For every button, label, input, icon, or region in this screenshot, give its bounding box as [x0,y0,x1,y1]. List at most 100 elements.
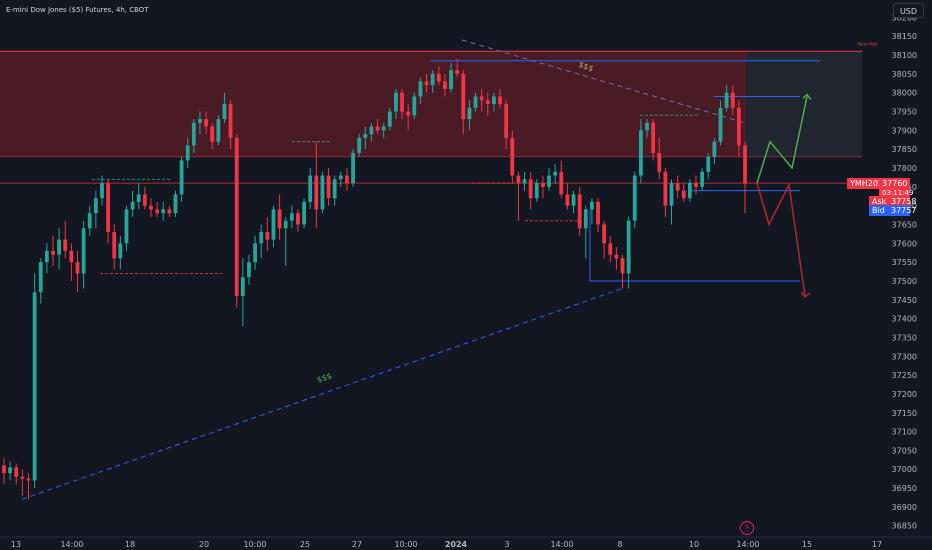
bearish-arrowhead [800,291,811,298]
candle-body [100,183,104,199]
candle-body [277,209,282,229]
candle-body [418,81,423,97]
candle-body [185,145,190,161]
new-high-label: New High [858,42,878,47]
candle-body [479,96,484,101]
supply-zone [0,51,746,157]
candle-body [369,126,374,135]
candle-body [8,467,13,473]
candle-body [51,250,55,255]
bearish-projection [756,182,806,297]
candle-body [681,190,686,199]
candle-body [534,183,539,199]
x-tick-label: 14:00 [550,540,573,549]
candle-body [632,175,637,221]
candle-body [473,96,478,108]
y-tick-label: 37150 [892,409,917,418]
y-tick-label: 37300 [892,352,917,361]
candle-body [700,171,705,187]
candle-body [687,183,692,199]
candle-body [614,254,619,259]
candle-body [161,209,166,214]
currency-button[interactable]: USD [893,3,924,18]
ask-label: Ask [869,196,888,207]
y-tick-label: 37050 [892,446,917,455]
candle-body [338,175,343,180]
y-tick-label: 36850 [892,522,917,531]
y-tick-label: 37350 [892,333,917,342]
candle-body [638,130,643,176]
x-tick-label: 2024 [445,540,468,549]
candle-body [179,160,184,195]
candle-body [332,179,337,199]
candle-body [247,262,251,278]
candle-body [210,126,215,142]
x-tick-label: 13 [11,540,21,549]
liquidity-label-bottom: $$$ [316,371,333,384]
candle-body [234,137,239,297]
candle-body [375,126,380,131]
candle-body [400,92,404,112]
candle-body [620,258,625,274]
lightning-icon[interactable]: ⚡ [740,521,754,535]
candle-body [63,239,68,251]
candle-body [149,205,153,210]
y-tick-label: 37400 [892,315,917,324]
y-tick-label: 37250 [892,371,917,380]
x-tick-label: 8 [617,540,622,549]
candle-body [712,141,717,157]
candle-body [516,175,521,184]
candle-body [302,201,306,225]
x-tick-label: 3 [504,540,509,549]
candle-body [626,220,631,274]
candle-body [271,209,276,240]
candle-body [57,239,62,255]
candle-body [694,183,698,187]
y-tick-label: 37600 [892,239,917,248]
candle-body [553,171,558,176]
candle-body [191,122,196,146]
candle-body [547,175,551,187]
candle-body [155,209,159,214]
candle-body [87,213,92,229]
x-tick-label: 10:00 [394,540,417,549]
candle-body [590,201,594,210]
x-tick-label: 14:00 [736,540,759,549]
candle-body [363,134,368,138]
candle-body [32,292,37,481]
candle-body [112,232,117,259]
candle-body [14,467,19,477]
candle-body [430,73,435,86]
y-tick-label: 38100 [892,51,917,60]
y-tick-label: 37800 [892,164,917,173]
y-tick-label: 37900 [892,126,917,135]
candle-body [541,183,545,187]
candle-body [381,126,386,131]
candle-body [724,92,729,108]
x-tick-label: 10 [689,540,699,549]
candle-body [167,209,172,214]
candle-body [81,228,86,274]
candle-body [93,198,98,214]
candle-body [20,476,25,479]
candle-body [461,73,466,120]
candle-body [216,119,221,142]
candle-body [608,243,613,255]
candle-body [253,243,257,263]
candle-body [38,262,43,293]
x-tick-label: 25 [300,540,310,549]
bullish-arrowhead [802,93,812,100]
candle-body [296,213,300,225]
candle-body [449,70,453,89]
candle-body [198,119,202,123]
countdown-tag: 03:11:49 [879,188,913,199]
candle-body [351,152,355,184]
candle-body [492,96,496,105]
candle-body [222,104,227,120]
candle-body [565,194,570,206]
y-tick-label: 36950 [892,484,917,493]
candle-body [583,209,588,229]
candle-body [559,171,564,195]
candle-body [228,104,233,138]
